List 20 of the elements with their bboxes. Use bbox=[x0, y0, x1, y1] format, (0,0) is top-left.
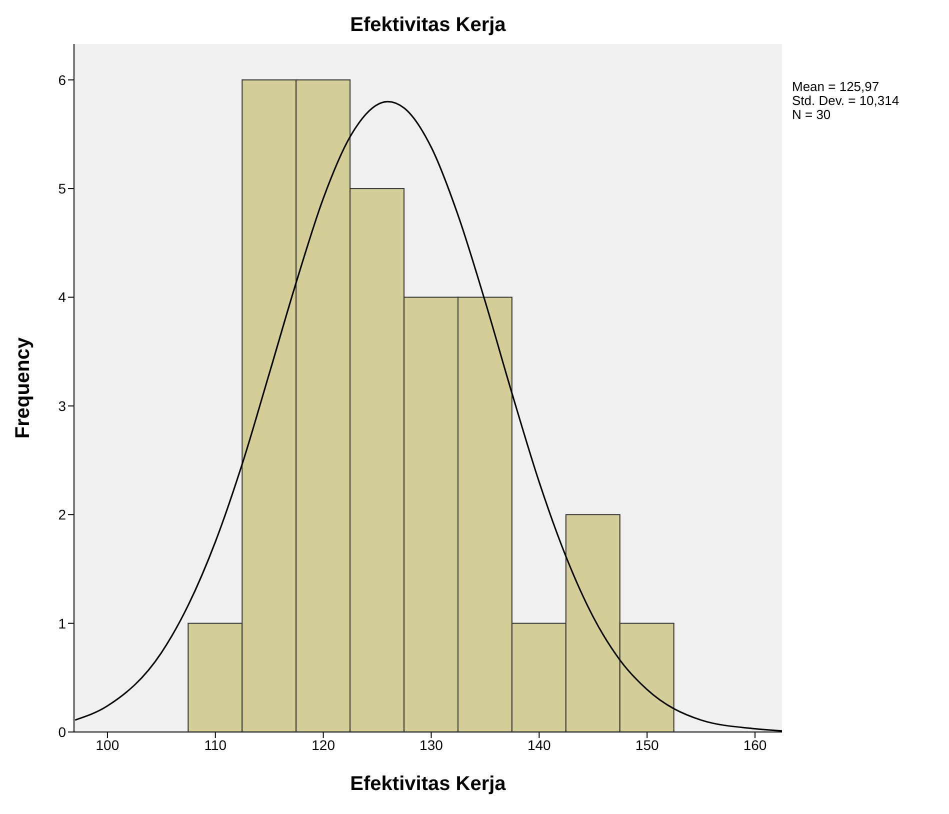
text: N = 30 bbox=[792, 107, 832, 122]
y-tick-label: 1 bbox=[58, 615, 66, 632]
x-tick-label: 120 bbox=[312, 736, 336, 753]
x-tick-label: 140 bbox=[527, 736, 552, 753]
y-tick-label: 0 bbox=[58, 724, 66, 740]
text: Mean = 125,97 bbox=[792, 79, 880, 94]
x-tick-label: 160 bbox=[743, 736, 767, 753]
y-tick-label: 5 bbox=[58, 180, 66, 197]
y-axis-title: Frequency bbox=[12, 336, 34, 439]
x-axis-title: Efektivitas Kerja bbox=[350, 773, 507, 795]
y-tick-label: 4 bbox=[58, 289, 66, 306]
x-tick-label: 150 bbox=[635, 736, 659, 753]
x-tick-label: 130 bbox=[420, 736, 444, 753]
x-tick-label: 100 bbox=[96, 736, 120, 753]
y-tick-label: 6 bbox=[58, 72, 66, 88]
chart-title: Efektivitas Kerja bbox=[349, 14, 507, 37]
text: Std. Dev. = 10,314 bbox=[792, 93, 900, 108]
y-tick-label: 3 bbox=[58, 398, 66, 414]
x-tick-label: 110 bbox=[204, 736, 227, 753]
y-tick-label: 2 bbox=[58, 506, 66, 523]
